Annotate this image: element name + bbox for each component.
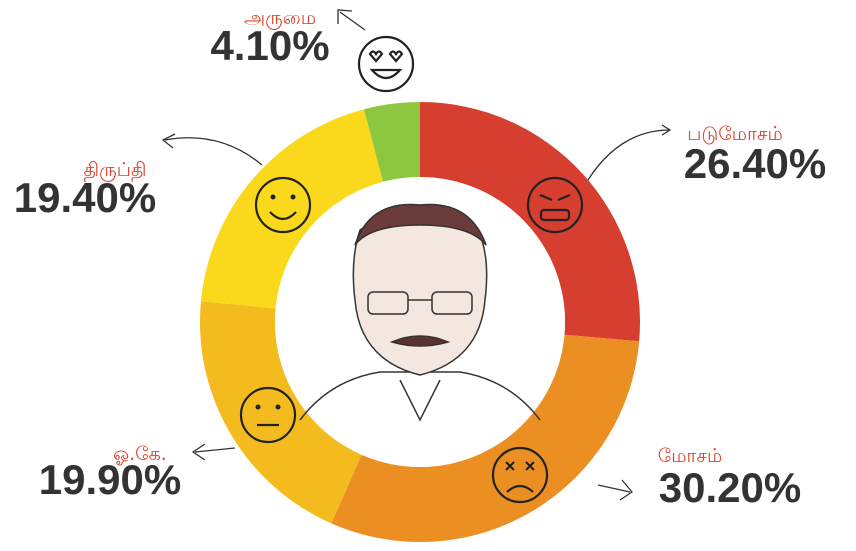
value-label: 30.20% [659, 464, 801, 511]
value-label: 19.40% [14, 174, 156, 221]
chart: படுமோசம்26.40%மோசம்30.20%ஓ.கே.19.90%திரு… [0, 0, 856, 551]
value-label: 4.10% [210, 22, 329, 69]
value-label: 26.40% [684, 140, 826, 187]
value-label: 19.90% [39, 456, 181, 503]
emoji-love [359, 37, 413, 91]
